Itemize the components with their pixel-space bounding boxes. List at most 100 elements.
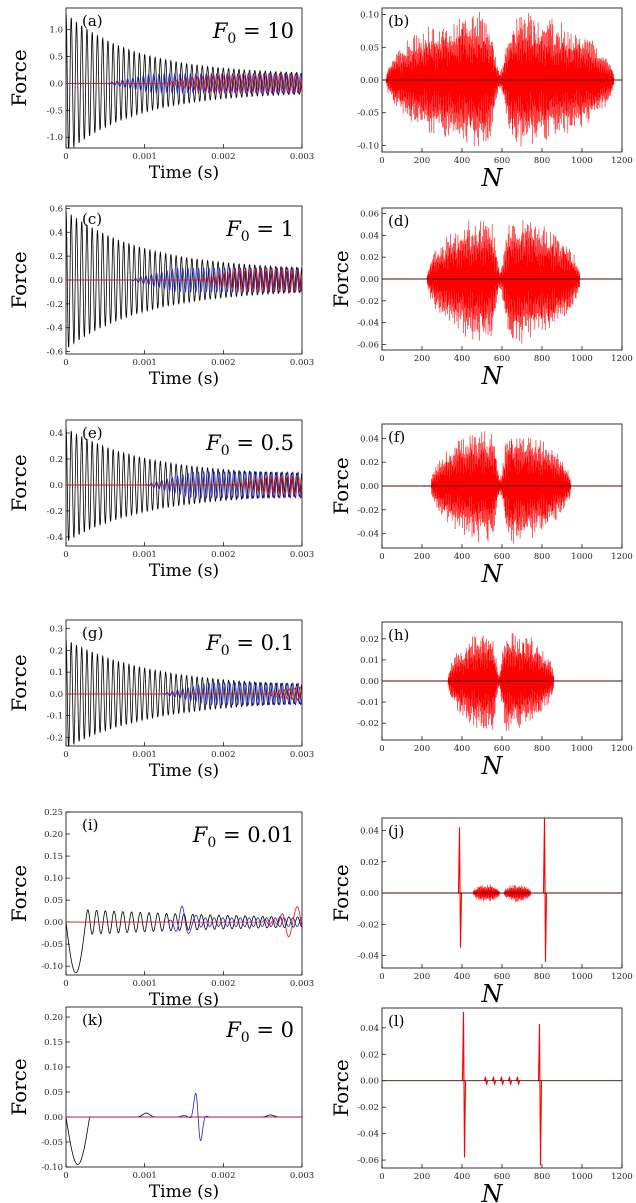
- y-tick-label: -0.4: [47, 324, 63, 334]
- x-axis-label: Time (s): [149, 561, 219, 581]
- y-tick-label: -0.02: [357, 719, 379, 729]
- x-tick-label: 0: [63, 358, 68, 368]
- x-tick-label: 600: [494, 744, 510, 754]
- x-tick-label: 1200: [611, 1172, 633, 1182]
- x-axis-label: Time (s): [149, 369, 219, 389]
- panel-d: 0 200 400 600 800 1000 1200 0.06 0.04 0.02 0.00 -0.…: [329, 207, 633, 390]
- x-tick-label: 800: [534, 972, 550, 982]
- y-tick-label: -0.04: [357, 319, 379, 329]
- x-tick-label: 800: [534, 156, 550, 166]
- y-tick-label: 0.00: [44, 1113, 63, 1123]
- x-tick-label: 0.002: [211, 750, 235, 760]
- x-tick-label: 200: [414, 354, 430, 364]
- x-tick-label: 0: [379, 156, 384, 166]
- y-tick-label: -0.10: [357, 141, 379, 151]
- x-tick-label: 0: [379, 972, 384, 982]
- y-tick-label: 0.00: [360, 677, 379, 687]
- y-tick-label: 0.06: [360, 209, 379, 219]
- y-tick-label: 0.02: [360, 858, 379, 868]
- y-tick-label: -0.05: [41, 940, 63, 950]
- x-tick-label: 400: [454, 552, 470, 562]
- x-tick-label: 0.002: [211, 979, 235, 989]
- f0-annotation: F0 = 10: [212, 19, 294, 47]
- series-group: [382, 1011, 622, 1166]
- plot-frame: [381, 1007, 623, 1169]
- y-tick-label: -0.06: [357, 341, 379, 351]
- y-tick-label: 0.02: [360, 1050, 379, 1060]
- series-group: [382, 818, 622, 962]
- panel-label: (k): [82, 1011, 103, 1029]
- y-tick-label: 0.10: [360, 11, 379, 21]
- series-group: [66, 639, 302, 746]
- y-tick-label: -0.02: [357, 1103, 379, 1113]
- y-tick-label: 0.3: [49, 625, 63, 635]
- panel-label: (h): [388, 626, 409, 644]
- x-tick-label: 0.002: [211, 358, 235, 368]
- y-tick-label: 0.1: [49, 668, 63, 678]
- y-axis-label: Force: [7, 454, 31, 511]
- y-tick-label: -0.05: [41, 1138, 63, 1148]
- x-tick-label: 400: [454, 156, 470, 166]
- y-tick-label: 0.04: [360, 827, 379, 837]
- y-tick-label: -0.02: [357, 297, 379, 307]
- x-tick-label: 800: [534, 552, 550, 562]
- series-group: [66, 210, 302, 348]
- y-tick-label: 0.15: [44, 1038, 63, 1048]
- panel-label: (c): [82, 210, 102, 228]
- x-tick-label: 0: [63, 1171, 68, 1181]
- f0-annotation: F0 = 0.1: [205, 631, 294, 659]
- panel-h: 0 200 400 600 800 1000 1200 0.02 0.01 0.00 -0.01 -0…: [357, 621, 633, 780]
- y-tick-label: -0.04: [357, 952, 379, 962]
- y-tick-label: -0.02: [357, 506, 379, 516]
- plot-frame: [65, 619, 303, 747]
- y-tick-label: -0.6: [47, 348, 63, 358]
- x-axis-label: N: [481, 560, 504, 588]
- panel-label: (i): [82, 816, 99, 834]
- x-tick-label: 0.003: [290, 550, 314, 560]
- y-axis-label: Force: [329, 1059, 353, 1116]
- spectrum-spike: [542, 818, 548, 962]
- x-tick-label: 200: [414, 744, 430, 754]
- x-axis-label: Time (s): [149, 761, 219, 781]
- panel-a: 0 0.001 0.002 0.003 1.0 0.5 0.0 -0.5 -1.0 (a) F0 =…: [7, 7, 314, 183]
- series-group: [66, 905, 302, 974]
- y-tick-label: -0.04: [357, 530, 379, 540]
- x-tick-label: 0.003: [290, 750, 314, 760]
- y-tick-label: 0.4: [49, 429, 63, 439]
- x-tick-label: 0.002: [211, 1171, 235, 1181]
- panel-i: 0 0.001 0.002 0.003 0.25 0.20 0.15 0.10 0.05 0.00…: [7, 808, 314, 1010]
- y-tick-label: -0.4: [47, 533, 63, 543]
- x-tick-label: 1000: [571, 972, 593, 982]
- y-tick-label: 0.15: [44, 852, 63, 862]
- y-tick-label: 0.6: [49, 204, 63, 214]
- x-tick-label: 1000: [571, 354, 593, 364]
- x-tick-label: 600: [494, 156, 510, 166]
- y-axis-label: Force: [7, 251, 31, 308]
- x-tick-label: 0.001: [132, 152, 156, 162]
- panel-g: 0 0.001 0.002 0.003 0.3 0.2 0.1 0.0 -0.1 -0.2 (g) F…: [7, 619, 314, 781]
- x-tick-label: 600: [494, 1172, 510, 1182]
- x-tick-label: 0.001: [132, 550, 156, 560]
- x-tick-label: 0.002: [211, 152, 235, 162]
- x-tick-label: 1200: [611, 972, 633, 982]
- y-tick-label: 0.01: [360, 656, 379, 666]
- series-group: [66, 1092, 302, 1165]
- panel-k: 0 0.001 0.002 0.003 0.20 0.15 0.10 0.05 0.00 -0.0…: [7, 1006, 314, 1202]
- series-group: [382, 220, 622, 344]
- f0-annotation: F0 = 1: [225, 217, 294, 245]
- y-tick-label: 0.0: [49, 690, 63, 700]
- series-red: [66, 73, 302, 94]
- y-tick-label: -0.06: [357, 1156, 379, 1166]
- x-tick-label: 600: [494, 354, 510, 364]
- x-axis-label: N: [481, 164, 504, 192]
- y-tick-label: 0.00: [360, 275, 379, 285]
- spectrum-spike: [461, 1011, 467, 1158]
- x-tick-label: 800: [534, 354, 550, 364]
- spectrum-trace: [385, 11, 615, 147]
- y-tick-label: -0.2: [47, 733, 63, 743]
- y-tick-label: -0.10: [41, 1163, 63, 1173]
- y-tick-label: 0.00: [360, 889, 379, 899]
- x-axis-label: Time (s): [149, 163, 219, 183]
- y-tick-label: -0.05: [357, 109, 379, 119]
- x-tick-label: 0: [63, 750, 68, 760]
